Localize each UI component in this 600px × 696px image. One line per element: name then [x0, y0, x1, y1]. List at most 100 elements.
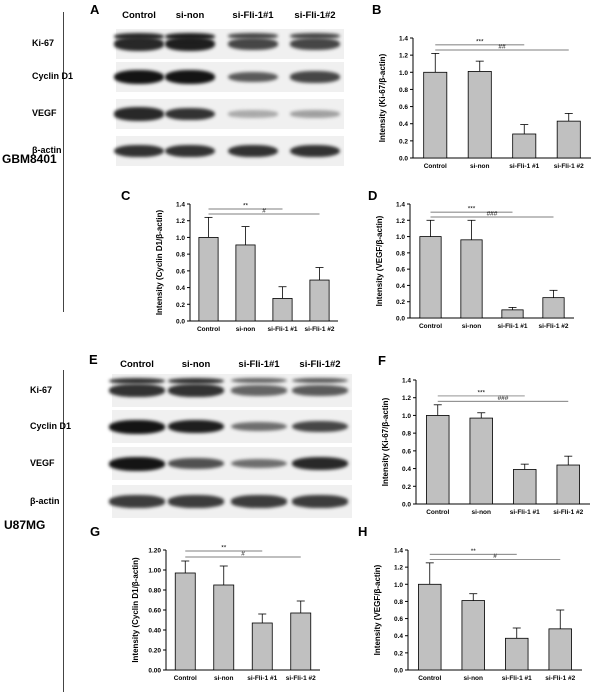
bar — [272, 298, 293, 322]
y-tick-label: 0.8 — [396, 250, 405, 257]
bar — [513, 469, 537, 505]
blot-band — [109, 495, 165, 508]
y-tick-label: 1.4 — [402, 378, 411, 385]
blot-band — [292, 420, 348, 433]
panel-letter-a: A — [90, 2, 100, 17]
x-tick-label: si-Fli-1 #1 — [509, 163, 539, 170]
y-tick-label: 0.4 — [394, 633, 403, 640]
y-tick-label: 1.20 — [148, 548, 161, 555]
blot-band — [165, 70, 215, 84]
y-tick-label: 0.2 — [402, 484, 411, 491]
y-tick-label: 1.4 — [399, 36, 408, 43]
blot-band — [114, 144, 164, 158]
y-tick-label: 0.4 — [176, 285, 185, 292]
bar — [290, 612, 312, 671]
y-tick-label: 1.4 — [176, 202, 185, 209]
bar-chart-g: 0.00 0.20 0.40 0.60 0.80 1.00 1.20 Intensity (C… — [131, 545, 320, 682]
y-tick-label: 0.0 — [399, 156, 408, 163]
x-tick-label: si-Fli-1 #1 — [510, 509, 540, 516]
blot-row-label-actin: β-actin — [30, 495, 60, 506]
blot-band — [168, 419, 224, 434]
lane-header-si-fli-1-2: si-Fli-1#2 — [299, 359, 341, 370]
blot-band — [114, 37, 164, 51]
significance-marker: ### — [487, 211, 498, 218]
panel-letter-g: G — [90, 524, 101, 539]
bar — [419, 236, 442, 319]
y-tick-label: 0.6 — [396, 267, 405, 274]
y-tick-label: 0.6 — [399, 104, 408, 111]
y-tick-label: 1.4 — [396, 202, 405, 209]
blot-band — [228, 144, 278, 158]
blot-band — [109, 419, 165, 434]
y-tick-label: 0.2 — [396, 299, 405, 306]
x-tick-label: si-non — [462, 323, 482, 330]
x-tick-label: si-Fli-1 #2 — [545, 675, 575, 682]
x-tick-label: si-non — [472, 509, 492, 516]
blot-band — [168, 378, 224, 385]
y-tick-label: 1.0 — [399, 70, 408, 77]
blot-row-label-cyclin-d1: Cyclin D1 — [32, 71, 74, 81]
blot-band — [228, 71, 278, 83]
bar — [235, 244, 256, 322]
lane-header-control: Control — [122, 10, 156, 21]
bar-chart-f: 0.0 0.2 0.4 0.6 0.8 1.0 1.2 1.4 Intensity (Ki-67… — [381, 378, 590, 516]
bar — [461, 600, 485, 671]
blot-row-label-vegf: VEGF — [30, 457, 55, 468]
cell-line-label-u87mg: U87MG — [4, 518, 46, 532]
x-tick-label: si-non — [470, 163, 490, 170]
x-tick-label: si-non — [464, 675, 484, 682]
bar — [469, 417, 493, 505]
x-tick-label: Control — [197, 326, 220, 333]
y-tick-label: 1.2 — [402, 395, 411, 402]
blot-band — [292, 456, 348, 471]
gbm8401-bracket-line — [63, 12, 64, 312]
bar-chart-c: 0.0 0.2 0.4 0.6 0.8 1.0 1.2 1.4 Intensity (Cycli… — [155, 202, 338, 333]
significance-marker: *** — [476, 38, 484, 45]
blot-row-label-vegf: VEGF — [32, 108, 57, 118]
lane-header-si-non: si-non — [175, 10, 205, 21]
bar — [198, 237, 219, 322]
blot-row-label-actin: β-actin — [32, 145, 62, 155]
y-tick-label: 0.0 — [394, 668, 403, 675]
y-tick-label: 0.6 — [402, 448, 411, 455]
x-tick-label: Control — [418, 675, 441, 682]
x-tick-label: Control — [426, 509, 449, 516]
y-axis-label: Intensity (VEGF/β-actin) — [375, 215, 384, 306]
y-tick-label: 0.0 — [402, 502, 411, 509]
blot-band — [168, 457, 224, 470]
bar — [501, 309, 524, 319]
bar — [213, 584, 235, 671]
blot-band — [168, 384, 224, 397]
blot-band — [290, 144, 340, 158]
y-tick-label: 0.60 — [148, 608, 161, 615]
significance-marker: # — [262, 208, 266, 215]
x-tick-label: si-Fli-1 #1 — [247, 675, 277, 682]
x-tick-label: Control — [424, 163, 447, 170]
blot-band — [231, 421, 287, 432]
y-tick-label: 0.8 — [176, 252, 185, 259]
blot-row-label-ki-67: Ki-67 — [30, 384, 53, 395]
x-tick-label: Control — [419, 323, 442, 330]
lane-header-si-fli-1-1: si-Fli-1#1 — [232, 10, 274, 21]
significance-marker: ** — [221, 545, 227, 552]
x-tick-label: si-Fli-1 #2 — [554, 163, 584, 170]
y-tick-label: 0.00 — [148, 668, 161, 675]
bar — [423, 71, 448, 159]
blot-band — [114, 70, 164, 84]
lane-header-si-non: si-non — [181, 359, 211, 370]
blot-band — [109, 456, 165, 471]
significance-marker: *** — [477, 389, 485, 396]
y-tick-label: 0.6 — [176, 268, 185, 275]
y-tick-label: 1.2 — [399, 53, 408, 60]
blot-band — [114, 107, 164, 121]
y-axis-label: Intensity (Cyclin D1/β-actin) — [131, 557, 140, 663]
y-axis-label: Intensity (VEGF/β-actin) — [373, 564, 382, 655]
bar — [460, 239, 483, 319]
blot-band — [292, 495, 348, 508]
x-tick-label: si-Fli-1 #2 — [286, 675, 316, 682]
blot-band — [228, 110, 278, 118]
bar — [467, 71, 492, 159]
blot-band — [228, 38, 278, 50]
significance-marker: ### — [498, 395, 509, 402]
x-tick-label: si-Fli-1 #1 — [268, 326, 298, 333]
